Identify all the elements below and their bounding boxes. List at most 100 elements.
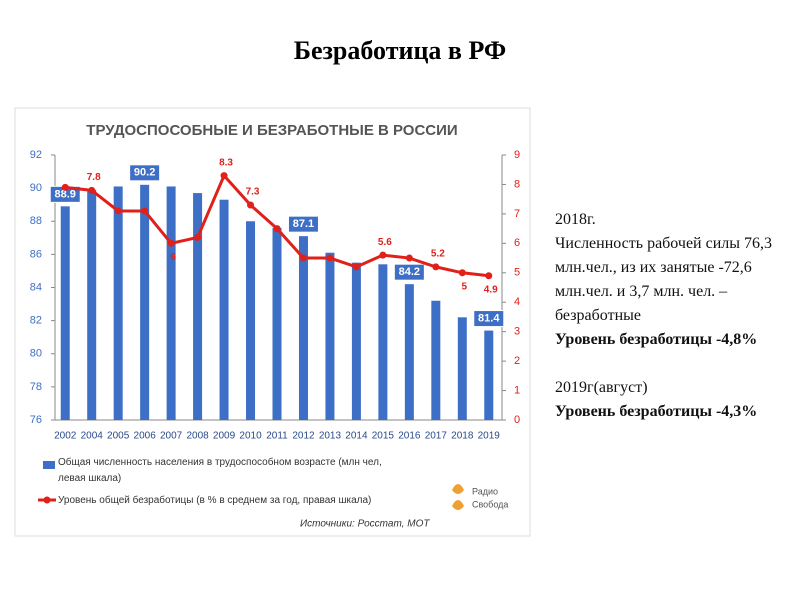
x-tick-label: 2012	[292, 431, 315, 442]
y2-tick-label: 7	[514, 208, 520, 220]
line-point	[485, 272, 493, 280]
y-tick-label: 82	[30, 315, 42, 327]
x-tick-label: 2007	[160, 431, 183, 442]
x-tick-label: 2004	[81, 431, 104, 442]
legend-label: Уровень общей безработицы (в % в среднем…	[58, 495, 372, 506]
legend-label: Общая численность населения в трудоспосо…	[58, 457, 382, 484]
bar	[193, 193, 203, 420]
x-tick-label: 2008	[186, 431, 209, 442]
value-label: 5.2	[431, 249, 445, 260]
bar	[457, 317, 467, 420]
legend-key	[43, 496, 51, 504]
x-tick-label: 2017	[425, 431, 448, 442]
line-point	[326, 254, 334, 262]
value-label-box	[473, 310, 505, 328]
line-point	[88, 186, 96, 194]
side-text-line: 2018г.	[555, 211, 596, 228]
side-text: 2018г. Численность рабочей силы 76,3 млн.…	[555, 208, 790, 424]
x-tick-label: 2018	[451, 431, 474, 442]
y-tick-label: 80	[30, 348, 42, 360]
side-text-line: Численность рабочей силы 76,3 млн.чел., …	[555, 235, 772, 324]
value-label: 7.3	[246, 187, 260, 198]
bar	[60, 206, 70, 420]
slide-title: Безработица в РФ	[293, 36, 507, 65]
value-label: 5	[462, 281, 468, 292]
x-tick-label: 2009	[213, 431, 236, 442]
y2-tick-label: 6	[514, 237, 520, 249]
bar	[113, 186, 123, 420]
value-label: 88.9	[55, 188, 76, 200]
y-tick-label: 78	[30, 381, 42, 393]
bar	[219, 199, 229, 420]
y2-tick-label: 1	[514, 384, 520, 396]
bar	[246, 221, 256, 420]
y-tick-label: 84	[30, 281, 42, 293]
line-point	[61, 183, 69, 191]
bar	[272, 227, 282, 420]
line-point	[114, 207, 122, 215]
value-label-box	[129, 164, 161, 182]
line-point	[167, 239, 175, 247]
y2-tick-label: 9	[514, 149, 520, 161]
logo-text: Радио	[472, 486, 498, 496]
logo-icon	[452, 484, 464, 510]
x-tick-label: 2006	[134, 431, 157, 442]
y2-tick-label: 2	[514, 355, 520, 367]
chart-title: ТРУДОСПОСОБНЫЕ И БЕЗРАБОТНЫЕ В РОССИИ	[86, 122, 457, 139]
x-tick-label: 2005	[107, 431, 130, 442]
side-text-line: Уровень безработицы -4,3%	[555, 403, 758, 420]
value-label: 5.6	[378, 237, 392, 248]
y2-tick-label: 4	[514, 296, 520, 308]
y2-tick-label: 0	[514, 414, 520, 426]
value-label: 6	[170, 252, 176, 263]
line-point	[432, 263, 440, 271]
line-point	[379, 251, 387, 259]
y-tick-label: 88	[30, 215, 42, 227]
value-label: 8.3	[219, 157, 233, 168]
value-label: 90.2	[134, 167, 155, 179]
x-tick-label: 2010	[239, 431, 262, 442]
x-tick-label: 2002	[54, 431, 77, 442]
x-tick-label: 2011	[266, 431, 288, 442]
x-tick-label: 2016	[398, 431, 421, 442]
value-label: 84.2	[399, 266, 420, 278]
line-point	[194, 233, 202, 241]
y-tick-label: 92	[30, 149, 42, 161]
value-label: 4.9	[484, 284, 498, 295]
value-label-box	[287, 215, 319, 233]
value-label: 7.8	[87, 172, 101, 183]
value-label: 81.4	[478, 312, 500, 324]
line-point	[458, 269, 466, 277]
y2-tick-label: 8	[514, 178, 520, 190]
y2-tick-label: 3	[514, 326, 520, 338]
value-label-box	[393, 263, 425, 281]
bar	[166, 186, 176, 420]
side-text-line: 2019г(август)	[555, 379, 648, 396]
line-point	[220, 172, 228, 180]
bar	[325, 252, 335, 420]
logo-text: Свобода	[472, 499, 508, 509]
bar	[351, 262, 361, 420]
y-tick-label: 76	[30, 414, 42, 426]
line-point	[273, 225, 281, 233]
bar	[298, 236, 308, 420]
bar	[87, 189, 97, 420]
bar	[484, 330, 494, 420]
line-point	[141, 207, 149, 215]
legend-key	[43, 461, 55, 469]
line-point	[352, 263, 360, 271]
bar	[140, 184, 150, 420]
x-tick-label: 2019	[478, 431, 501, 442]
x-tick-label: 2013	[319, 431, 342, 442]
x-tick-label: 2014	[345, 431, 368, 442]
side-text-line: Уровень безработицы -4,8%	[555, 331, 758, 348]
value-label: 87.1	[293, 218, 314, 230]
line-point	[247, 201, 255, 209]
line-point	[299, 254, 307, 262]
y2-tick-label: 5	[514, 267, 520, 279]
x-tick-label: 2015	[372, 431, 395, 442]
bar	[431, 300, 441, 420]
source: Источники: Росстат, МОТ	[300, 519, 430, 530]
